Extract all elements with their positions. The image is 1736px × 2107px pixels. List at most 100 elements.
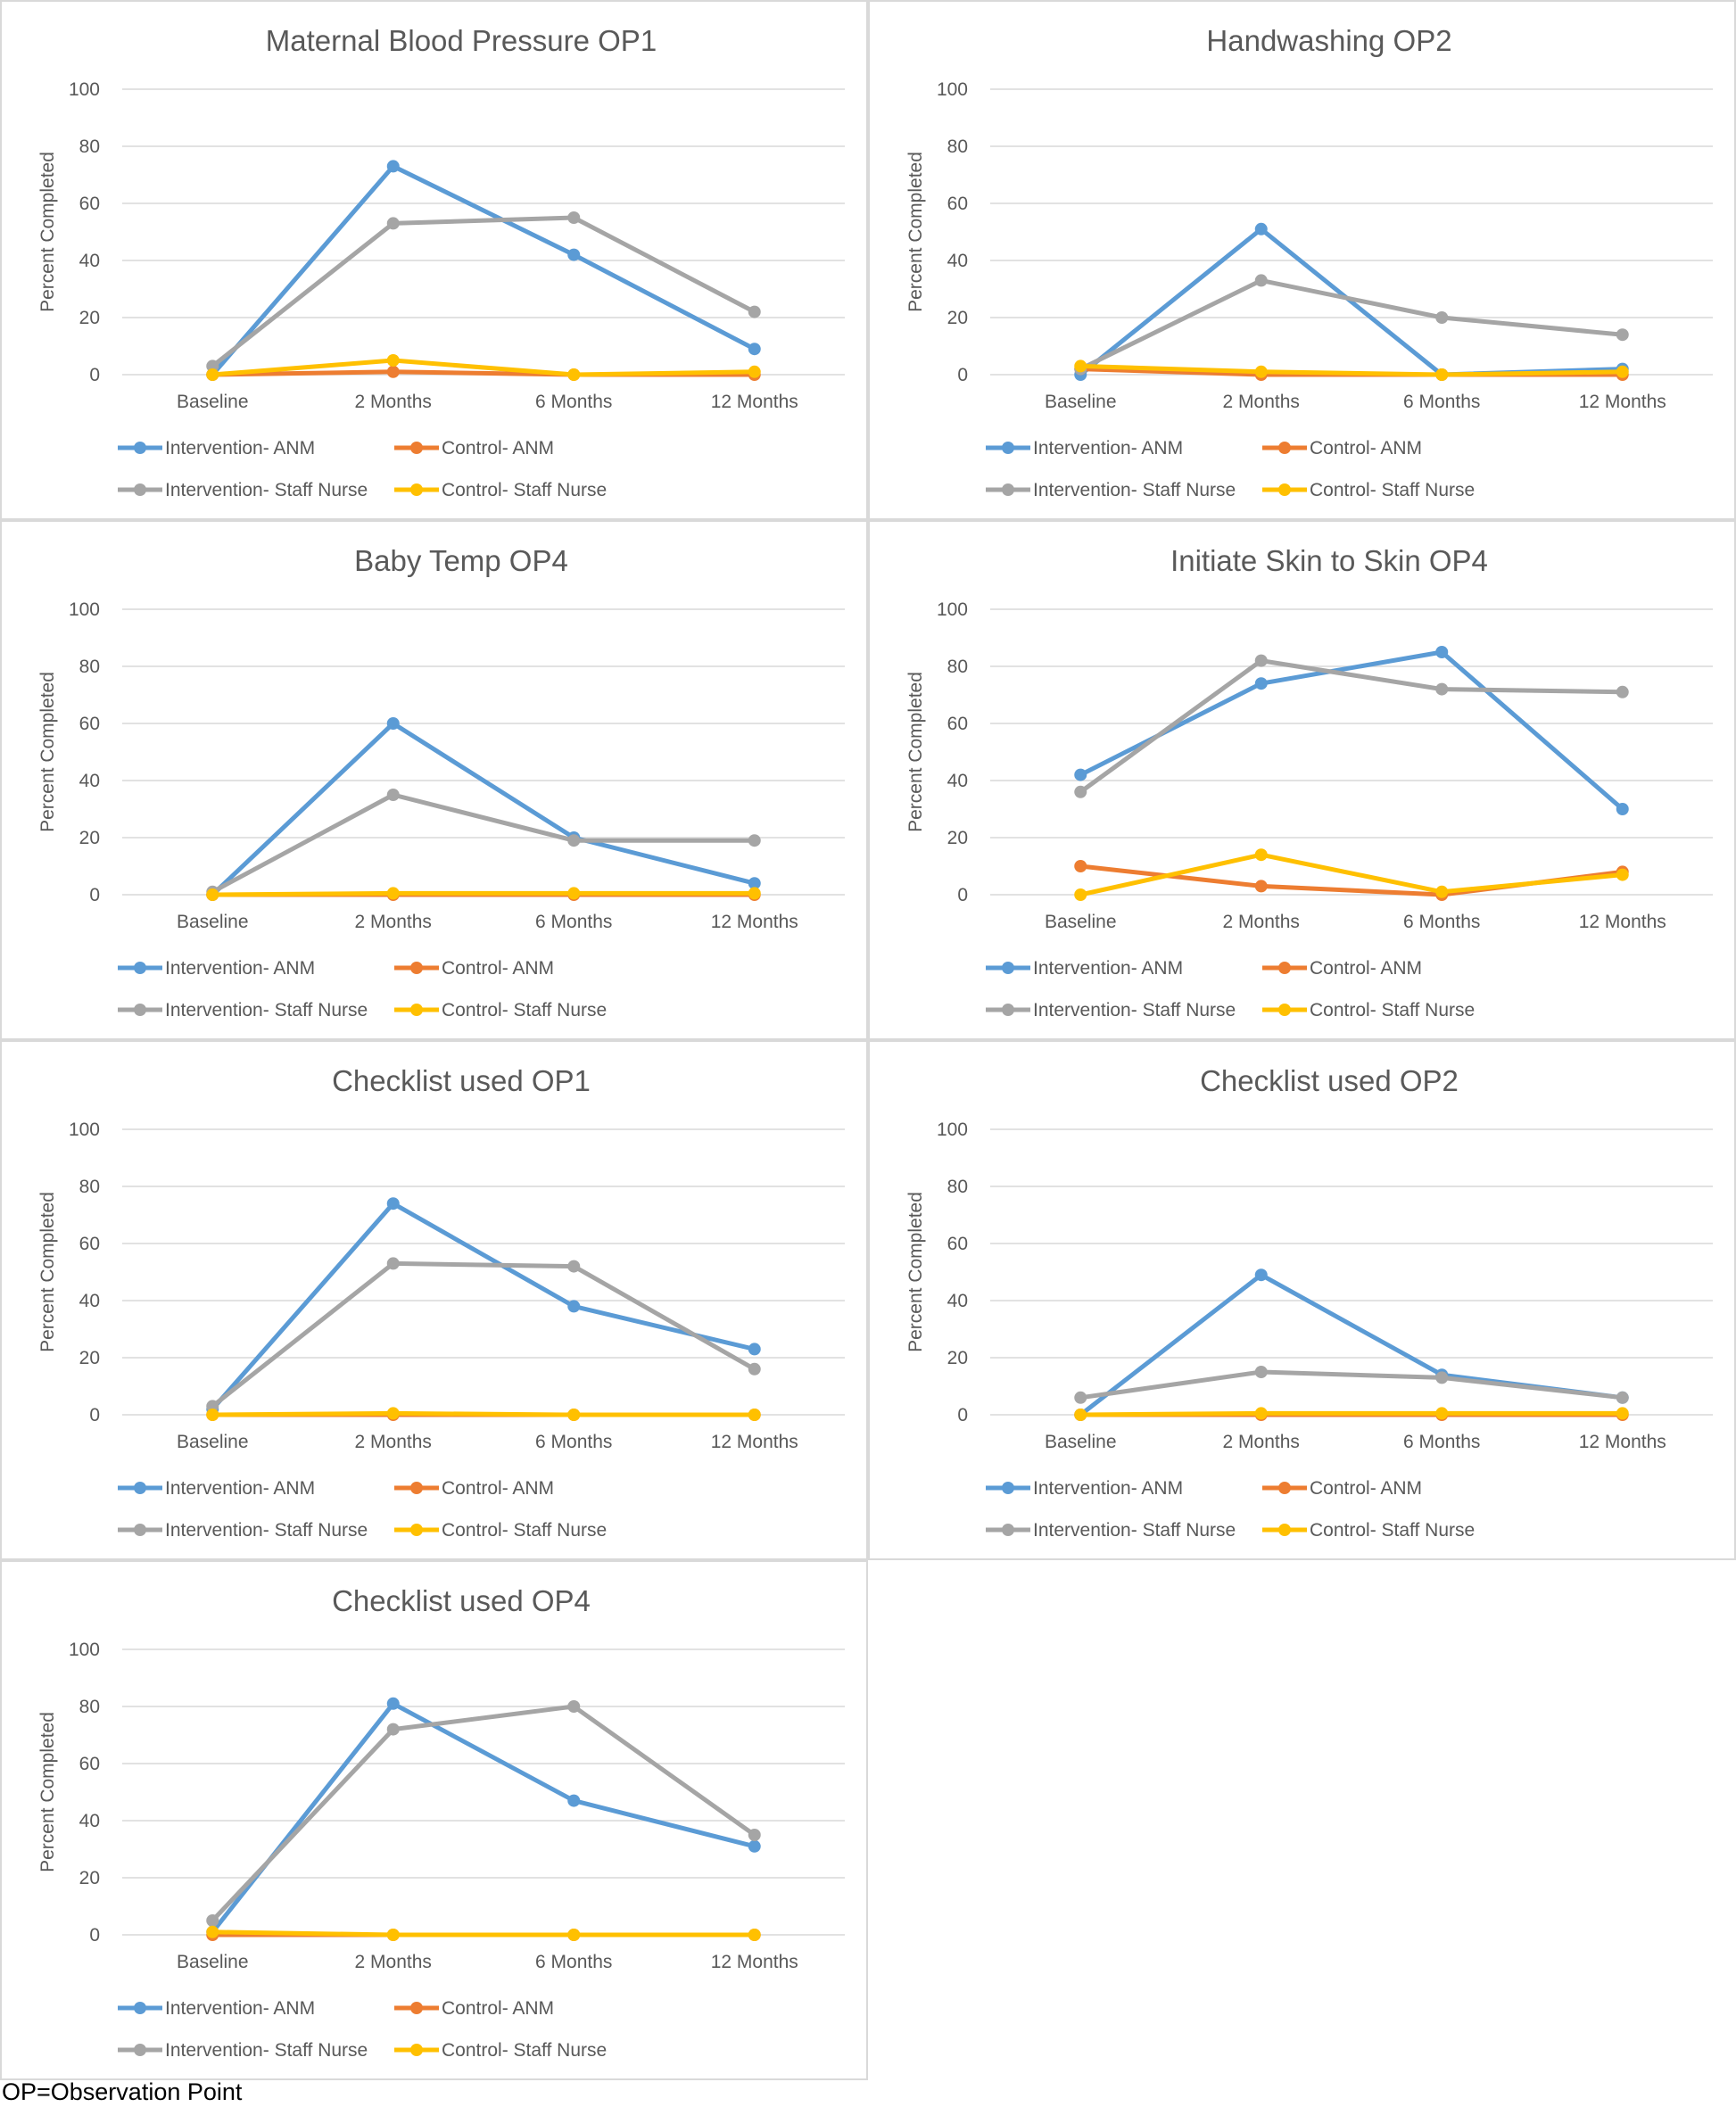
- y-axis-label: Percent Completed: [905, 152, 926, 312]
- legend-marker-intervention-anm: [1002, 442, 1014, 454]
- data-point-intervention-staff-nurse: [206, 1400, 219, 1413]
- y-tick-label: 100: [937, 1120, 968, 1140]
- y-tick-label: 40: [79, 1291, 100, 1311]
- data-point-control-staff-nurse: [206, 888, 219, 901]
- y-tick-label: 60: [79, 714, 100, 734]
- series-line-intervention-staff-nurse: [210, 215, 757, 368]
- data-point-intervention-staff-nurse: [1616, 1391, 1629, 1404]
- chart-svg: Checklist used OP1 0 20 40 60 80 100 Percent Co…: [37, 1064, 845, 1541]
- data-point-intervention-staff-nurse: [206, 1914, 219, 1927]
- series-line-intervention-anm: [210, 721, 757, 897]
- data-point-control-staff-nurse: [1074, 1409, 1087, 1421]
- chart-title: Checklist used OP2: [1200, 1064, 1459, 1097]
- legend-label: Intervention- ANM: [165, 958, 315, 979]
- legend-label: Intervention- Staff Nurse: [165, 480, 368, 500]
- data-point-intervention-staff-nurse: [1254, 654, 1268, 667]
- legend-marker-intervention-anm: [1002, 962, 1014, 974]
- data-point-intervention-staff-nurse: [567, 834, 581, 847]
- data-point-intervention-staff-nurse: [1435, 1371, 1449, 1384]
- chart-svg: Checklist used OP2 0 20 40 60 80 100 Percent Co…: [905, 1064, 1713, 1541]
- x-tick-label: 2 Months: [355, 912, 432, 932]
- series-line-intervention-staff-nurse: [1078, 277, 1625, 372]
- data-point-intervention-staff-nurse: [1254, 1366, 1268, 1378]
- legend-label: Intervention- Staff Nurse: [165, 1000, 368, 1020]
- x-tick-label: 12 Months: [711, 1432, 798, 1452]
- legend-marker-control-staff-nurse: [410, 1524, 423, 1536]
- x-tick-label: 6 Months: [1403, 1432, 1480, 1452]
- data-point-intervention-anm: [1074, 768, 1087, 781]
- legend-marker-control-staff-nurse: [410, 1004, 423, 1016]
- y-tick-label: 80: [947, 136, 968, 157]
- legend-label: Control- ANM: [442, 438, 554, 459]
- data-point-control-anm: [386, 365, 400, 378]
- chart-title: Maternal Blood Pressure OP1: [266, 24, 657, 57]
- series-line-control-staff-nurse: [1078, 1410, 1625, 1417]
- y-tick-label: 20: [947, 1348, 968, 1368]
- series-line-intervention-staff-nurse: [210, 1260, 757, 1409]
- legend-label: Intervention- ANM: [1033, 438, 1183, 459]
- data-point-control-staff-nurse: [386, 1929, 400, 1941]
- y-tick-label: 20: [79, 828, 100, 848]
- y-axis-label: Percent Completed: [37, 672, 58, 832]
- data-point-control-staff-nurse: [567, 368, 581, 381]
- y-tick-label: 60: [79, 194, 100, 214]
- chart-panel-checklist-used-op4: Checklist used OP4 0 20 40 60 80 100 Percent Co…: [0, 1560, 868, 2080]
- legend-marker-control-staff-nurse: [410, 483, 423, 496]
- data-point-control-staff-nurse: [206, 1925, 219, 1938]
- legend-label: Control- Staff Nurse: [1310, 1520, 1475, 1541]
- data-point-control-staff-nurse: [1074, 359, 1087, 373]
- y-tick-label: 100: [69, 599, 100, 620]
- data-point-intervention-staff-nurse: [386, 1723, 400, 1736]
- y-tick-label: 80: [947, 657, 968, 677]
- data-point-control-anm: [1254, 880, 1268, 893]
- x-tick-label: Baseline: [177, 1432, 249, 1452]
- data-point-control-staff-nurse: [1254, 1407, 1268, 1420]
- data-point-intervention-anm: [1616, 803, 1629, 815]
- y-axis-label: Percent Completed: [905, 1192, 926, 1352]
- data-point-intervention-anm: [386, 1697, 400, 1710]
- data-point-control-staff-nurse: [748, 365, 761, 378]
- y-tick-label: 40: [79, 1811, 100, 1831]
- x-tick-label: Baseline: [1045, 1432, 1117, 1452]
- data-point-intervention-staff-nurse: [567, 1700, 581, 1713]
- data-point-control-staff-nurse: [1616, 365, 1629, 378]
- legend-label: Control- Staff Nurse: [442, 2040, 607, 2061]
- legend-label: Intervention- ANM: [165, 438, 315, 459]
- x-tick-label: Baseline: [1045, 392, 1117, 412]
- data-point-intervention-anm: [386, 1197, 400, 1210]
- data-point-intervention-staff-nurse: [386, 1257, 400, 1270]
- y-tick-label: 40: [79, 251, 100, 271]
- y-axis-label: Percent Completed: [905, 672, 926, 832]
- legend-label: Control- ANM: [1310, 438, 1422, 459]
- data-point-control-staff-nurse: [206, 1409, 219, 1421]
- data-point-control-staff-nurse: [1074, 888, 1087, 901]
- y-tick-label: 20: [947, 308, 968, 328]
- data-point-intervention-staff-nurse: [206, 359, 219, 373]
- data-point-intervention-staff-nurse: [1435, 682, 1449, 696]
- series-line-intervention-anm: [210, 163, 757, 377]
- legend-marker-control-anm: [1278, 442, 1291, 454]
- series-line-intervention-staff-nurse: [1078, 1369, 1625, 1401]
- legend-marker-intervention-staff-nurse: [1002, 1524, 1014, 1536]
- y-tick-label: 60: [947, 1234, 968, 1254]
- legend-marker-control-anm: [410, 442, 423, 454]
- data-point-control-staff-nurse: [748, 1409, 761, 1421]
- legend-marker-intervention-anm: [134, 2002, 146, 2014]
- series-line-intervention-staff-nurse: [210, 1704, 757, 1923]
- legend-marker-control-anm: [410, 1482, 423, 1494]
- data-point-control-staff-nurse: [386, 887, 400, 900]
- series-line-control-staff-nurse: [1078, 852, 1625, 897]
- legend-marker-intervention-anm: [134, 962, 146, 974]
- chart-svg: Checklist used OP4 0 20 40 60 80 100 Percent Co…: [37, 1584, 845, 2061]
- y-tick-label: 80: [79, 1697, 100, 1717]
- chart-title: Baby Temp OP4: [354, 544, 568, 577]
- y-tick-label: 100: [69, 79, 100, 100]
- data-point-intervention-anm: [567, 1300, 581, 1313]
- x-tick-label: Baseline: [177, 912, 249, 932]
- data-point-control-staff-nurse: [1435, 885, 1449, 898]
- data-point-control-staff-nurse: [1435, 1407, 1449, 1420]
- legend-label: Control- Staff Nurse: [442, 480, 607, 500]
- legend-label: Control- Staff Nurse: [1310, 480, 1475, 500]
- legend-label: Control- ANM: [1310, 1478, 1422, 1499]
- y-tick-label: 0: [957, 885, 968, 905]
